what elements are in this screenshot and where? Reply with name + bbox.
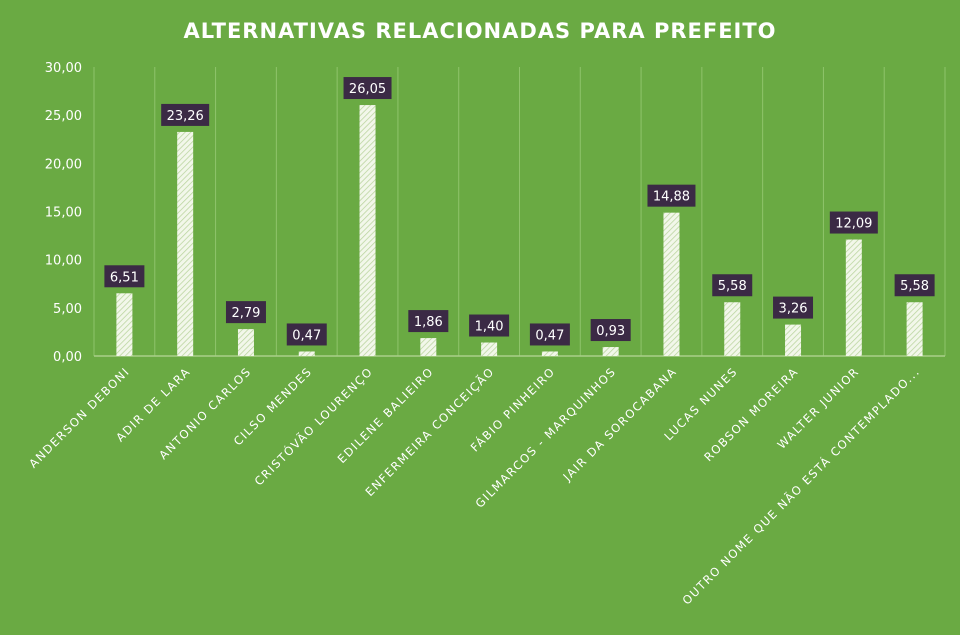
data-label: 1,86	[414, 315, 443, 330]
data-label: 0,93	[596, 324, 625, 339]
data-label: 1,40	[475, 320, 504, 335]
y-tick-label: 30,00	[45, 61, 82, 76]
data-label: 5,58	[900, 279, 929, 294]
y-tick-label: 5,00	[53, 302, 82, 317]
data-label-box	[343, 77, 392, 100]
data-label-box	[161, 103, 210, 126]
bar	[237, 329, 254, 356]
y-tick-label: 10,00	[45, 254, 82, 269]
data-label: 5,58	[718, 279, 747, 294]
bar	[663, 212, 680, 356]
y-tick-label: 20,00	[45, 157, 82, 172]
bar	[359, 105, 376, 356]
data-label: 12,09	[835, 217, 872, 232]
bar	[602, 347, 619, 356]
bar	[906, 302, 923, 356]
data-label: 14,88	[653, 190, 690, 205]
x-tick-label: CRISTÓVÃO LOURENÇO	[251, 364, 376, 489]
bar	[298, 351, 315, 356]
data-label-box	[712, 274, 753, 297]
y-tick-label: 25,00	[45, 109, 82, 124]
chart-title: ALTERNATIVAS RELACIONADAS PARA PREFEITO	[183, 19, 776, 43]
data-label-box	[894, 274, 935, 297]
data-label: 0,47	[535, 328, 564, 343]
x-tick-label: JAIR DA SOROCABANA	[560, 364, 680, 484]
bar	[845, 239, 862, 356]
bar	[177, 131, 194, 356]
y-tick-label: 0,00	[53, 350, 82, 365]
bar	[481, 342, 498, 356]
bar	[541, 351, 558, 356]
x-tick-label: ANDERSON DEBONI	[26, 364, 132, 470]
bar	[724, 302, 741, 356]
data-label: 0,47	[292, 328, 321, 343]
bar	[420, 338, 437, 356]
data-label-box	[773, 296, 814, 319]
data-label: 26,05	[349, 82, 386, 97]
bar	[116, 293, 133, 356]
data-label: 23,26	[167, 109, 204, 124]
x-tick-label: ENFERMEIRA CONCEIÇÃO	[362, 364, 497, 499]
data-label-box	[408, 310, 449, 333]
y-tick-label: 15,00	[45, 206, 82, 221]
data-label-box	[829, 211, 878, 234]
data-label-box	[225, 301, 266, 324]
data-label-box	[104, 265, 145, 288]
x-tick-label: OUTRO NOME QUE NÃO ESTÁ CONTEMPLADO...	[679, 364, 923, 608]
data-label: 2,79	[231, 306, 260, 321]
bar	[785, 324, 802, 356]
data-label-box	[286, 323, 327, 346]
data-label: 3,26	[779, 302, 808, 317]
data-label-box	[529, 323, 570, 346]
data-label: 6,51	[110, 270, 139, 285]
data-label-box	[469, 314, 510, 337]
data-label-box	[647, 184, 696, 207]
data-label-box	[590, 319, 631, 342]
